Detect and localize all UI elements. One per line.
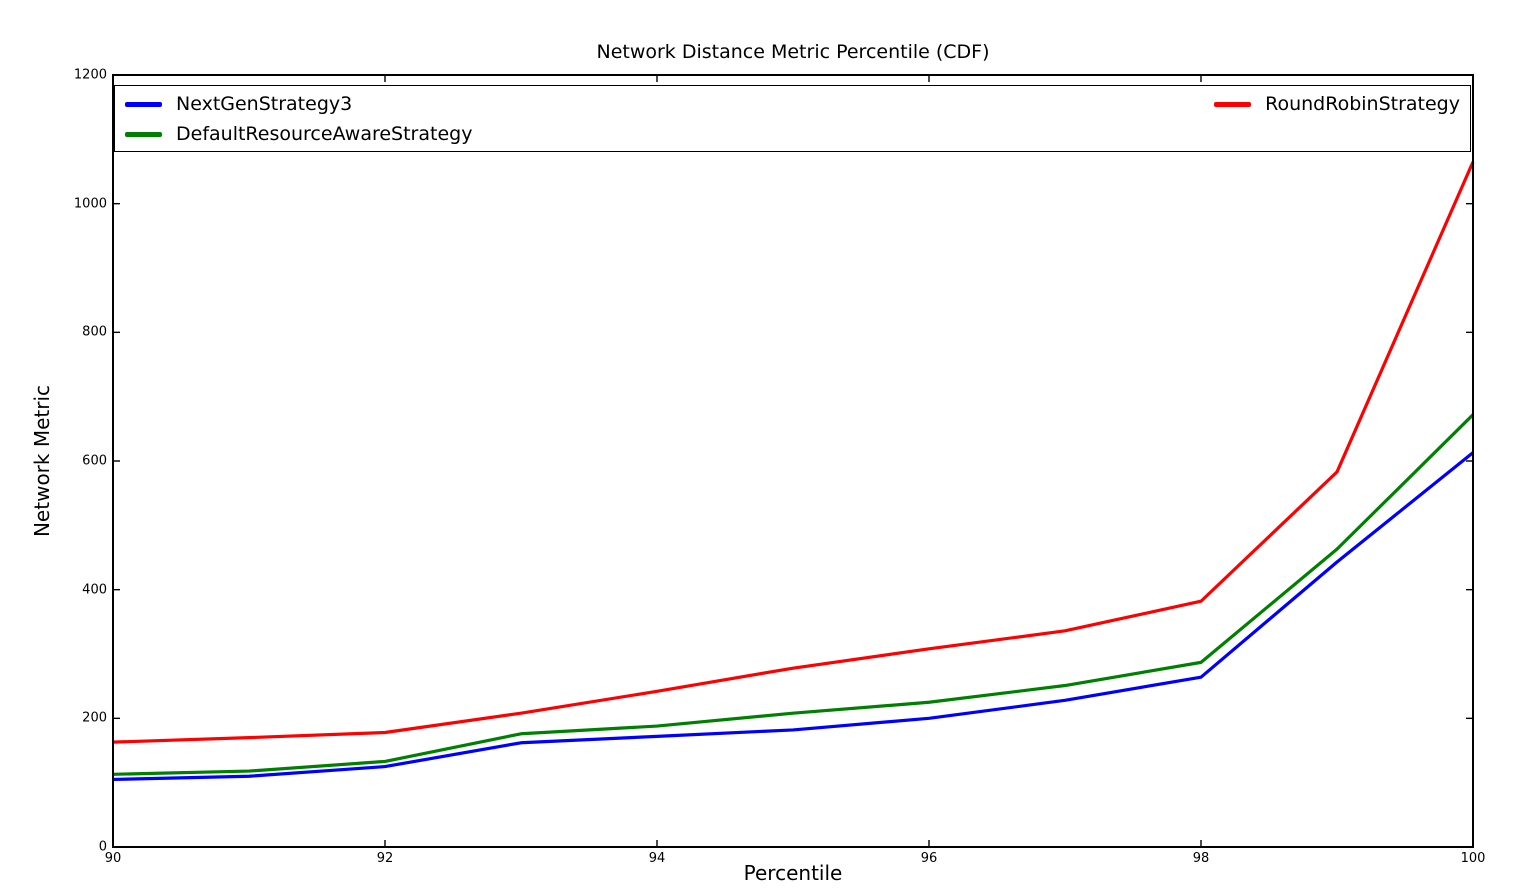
y-tick-label: 800 <box>82 324 107 340</box>
legend-label: DefaultResourceAwareStrategy <box>176 123 473 145</box>
series-line-defaultresourceawarestrategy <box>112 413 1475 776</box>
y-tick-label: 1000 <box>73 196 107 212</box>
legend-line-sample-blue <box>125 101 162 107</box>
y-tick-label: 0 <box>98 839 107 855</box>
legend-label: NextGenStrategy3 <box>176 93 353 115</box>
legend-item-roundrobinstrategy: RoundRobinStrategy <box>1204 89 1470 119</box>
legend-label: RoundRobinStrategy <box>1265 93 1460 115</box>
legend-line-sample-red <box>1214 101 1252 107</box>
series-line-nextgenstrategy3 <box>112 451 1475 782</box>
x-tick-label: 98 <box>1192 851 1210 866</box>
x-tick-label: 96 <box>920 851 938 866</box>
x-axis-label: Percentile <box>743 861 843 885</box>
x-tick-label: 90 <box>104 851 122 866</box>
y-tick-label: 600 <box>82 453 107 469</box>
x-tick-label: 94 <box>648 851 666 866</box>
x-tick-label: 100 <box>1460 851 1486 866</box>
y-tick-label: 400 <box>82 582 107 598</box>
legend: NextGenStrategy3 DefaultResourceAwareStr… <box>114 85 1471 152</box>
series-line-roundrobinstrategy <box>112 161 1475 744</box>
legend-line-sample-green <box>125 131 162 137</box>
legend-item-nextgenstrategy3: NextGenStrategy3 <box>115 89 482 119</box>
legend-item-defaultresourceawarestrategy: DefaultResourceAwareStrategy <box>115 119 482 149</box>
legend-column-right: RoundRobinStrategy <box>1204 86 1470 119</box>
legend-column-left: NextGenStrategy3 DefaultResourceAwareStr… <box>115 86 482 149</box>
chart-title: Network Distance Metric Percentile (CDF) <box>596 41 990 63</box>
y-tick-label: 1200 <box>73 67 107 83</box>
y-tick-label: 200 <box>82 710 107 726</box>
x-tick-label: 92 <box>376 851 394 866</box>
